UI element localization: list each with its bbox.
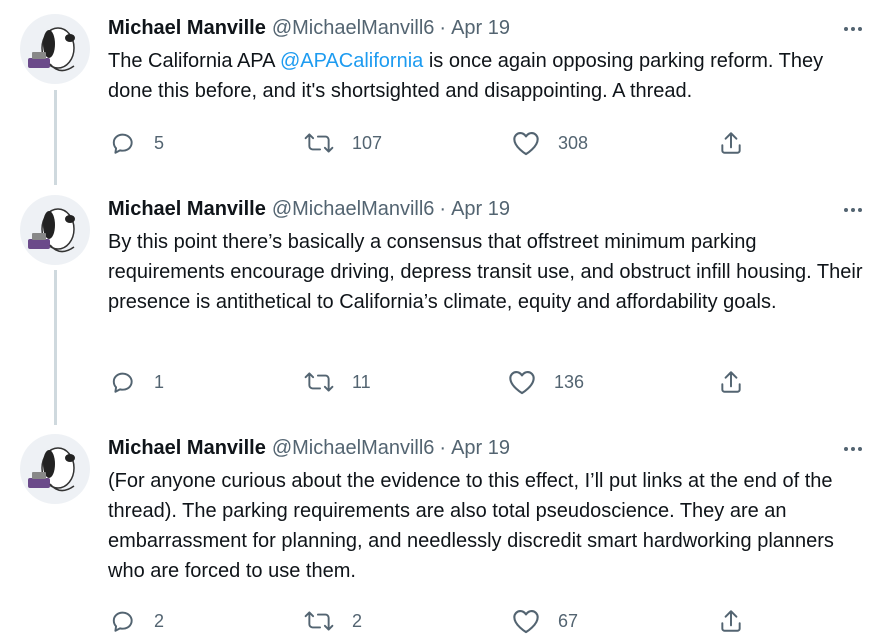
more-options-icon[interactable] [842,438,868,458]
author-name[interactable]: Michael Manville [108,436,266,459]
separator: · [439,16,447,39]
reply-button[interactable]: 5 [110,130,164,156]
retweet-button[interactable]: 107 [304,130,382,156]
retweet-button[interactable]: 11 [304,369,371,395]
thread-line [54,270,57,425]
like-count: 67 [558,610,579,631]
like-button[interactable]: 308 [512,130,588,156]
author-name[interactable]: Michael Manville [108,197,266,220]
author-handle[interactable]: @MichaelManvill6 [271,197,435,220]
more-options-icon[interactable] [842,18,868,38]
author-name[interactable]: Michael Manville [108,16,266,39]
retweet-icon [304,372,334,392]
reply-icon [112,611,133,632]
avatar[interactable] [20,434,90,504]
retweet-icon [304,611,334,631]
tweet-text: By this point there’s basically a consen… [108,231,863,313]
snoopy-avatar-icon [28,447,75,492]
reply-icon [112,133,133,154]
share-button[interactable] [718,369,744,395]
share-icon [721,610,741,632]
more-options-icon[interactable] [842,199,868,219]
snoopy-avatar-icon [28,27,75,72]
author-handle[interactable]: @MichaelManvill6 [271,16,435,39]
retweet-count: 2 [352,610,363,631]
share-button[interactable] [718,608,744,634]
reply-button[interactable]: 2 [110,608,164,634]
reply-button[interactable]: 1 [110,369,164,395]
thread-line [54,90,57,185]
separator: · [439,197,447,220]
like-icon [509,371,535,395]
reply-count: 5 [154,132,165,153]
like-count: 308 [558,132,589,153]
reply-count: 2 [154,610,165,631]
like-icon [513,132,539,156]
share-icon [721,132,741,154]
tweet-text: (For anyone curious about the evidence t… [108,470,834,582]
avatar[interactable] [20,195,90,265]
tweet-date[interactable]: Apr 19 [451,436,511,459]
like-count: 136 [554,371,585,392]
share-icon [721,371,741,393]
snoopy-avatar-icon [28,208,75,253]
like-icon [513,610,539,634]
mention-link[interactable]: @APACalifornia [279,50,424,72]
retweet-count: 11 [352,371,371,392]
retweet-button[interactable]: 2 [304,608,362,634]
retweet-icon [304,133,334,153]
avatar[interactable] [20,14,90,84]
reply-icon [112,372,133,393]
share-button[interactable] [718,130,744,156]
tweet-date[interactable]: Apr 19 [451,197,511,220]
tweet-text: The California APA @APACalifornia is onc… [108,50,824,102]
separator: · [439,436,447,459]
retweet-count: 107 [352,132,383,153]
tweet-date[interactable]: Apr 19 [451,16,511,39]
like-button[interactable]: 67 [512,608,578,634]
author-handle[interactable]: @MichaelManvill6 [271,436,435,459]
reply-count: 1 [154,371,165,392]
like-button[interactable]: 136 [508,369,584,395]
